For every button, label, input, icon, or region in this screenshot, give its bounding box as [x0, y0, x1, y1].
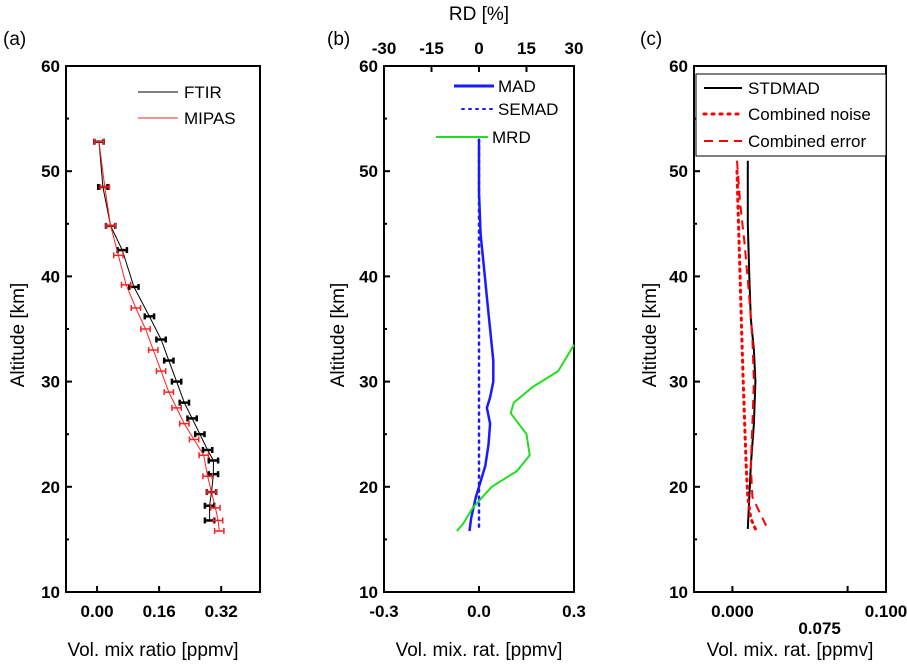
panel-b-series-mrd-line: [456, 344, 575, 532]
panel-b-legend-label: MRD: [492, 128, 531, 147]
panel-b-series-mad-line: [468, 139, 495, 532]
panel-b-ytick-label: 60: [359, 57, 378, 76]
panel-c-series-stdmad-line: [746, 160, 757, 529]
panel-a-xtick-label: 0.32: [205, 602, 238, 621]
panel-a-ytick-label: 20: [41, 478, 60, 497]
panel-b-tag: (b): [327, 29, 350, 50]
panel-c-xtick-label: 0.075: [798, 619, 841, 638]
panel-c-legend-label: Combined error: [748, 132, 866, 151]
panel-b-x-axis-title: Vol. mix. rat. [ppmv]: [396, 640, 563, 661]
panel-b-ytick-label: 40: [359, 267, 378, 286]
panel-c-x-axis-title: Vol. mix. rat. [ppmv]: [707, 640, 874, 661]
panel-c-series-combined-noise-line: [735, 169, 757, 531]
panel-a-xtick-label: 0.00: [80, 602, 113, 621]
panel-a-ytick-label: 10: [41, 583, 60, 602]
panel-c-legend-label: Combined noise: [748, 105, 871, 124]
panel-b-xtick-label: 0.0: [467, 602, 491, 621]
panel-c-y-axis-title: Altitude [km]: [640, 283, 661, 388]
panel-c-ytick-label: 40: [669, 267, 688, 286]
panel-c-ytick-label: 10: [669, 583, 688, 602]
panel-a-series-ftir-line: [98, 141, 214, 521]
panel-b-xtick-label: -0.3: [369, 602, 398, 621]
panel-b-top-xtick-label: -15: [419, 39, 444, 58]
panel-c-xtick-label: 0.100: [865, 602, 907, 621]
panel-a-legend-label: MIPAS: [184, 109, 236, 128]
panel-b-ytick-label: 10: [359, 583, 378, 602]
panel-a-frame: [65, 65, 261, 593]
panel-b-legend-label: SEMAD: [498, 100, 558, 119]
panel-b-ytick-label: 50: [359, 162, 378, 181]
panel-a-xtick-label: 0.16: [143, 602, 176, 621]
panel-a-legend-label: FTIR: [184, 83, 222, 102]
panel-b-top-axis-title: RD [%]: [449, 4, 509, 25]
panel-b-legend-label: MAD: [498, 77, 536, 96]
panel-a-ytick-label: 50: [41, 162, 60, 181]
panel-a-ytick-label: 40: [41, 267, 60, 286]
panel-c-ytick-label: 20: [669, 478, 688, 497]
panel-a-ytick-label: 60: [41, 57, 60, 76]
panel-b-y-axis-title: Altitude [km]: [328, 283, 349, 388]
panel-b-top-xtick-label: 15: [517, 39, 536, 58]
panel-c-ytick-label: 60: [669, 57, 688, 76]
panel-b-ytick-label: 30: [359, 373, 378, 392]
panel-c-xtick-label: 0.000: [711, 602, 754, 621]
panel-b-top-xtick-label: 30: [565, 39, 584, 58]
panel-c-legend-label: STDMAD: [748, 79, 820, 98]
panel-a-x-axis-title: Vol. mix ratio [ppmv]: [67, 640, 238, 661]
panel-a-y-axis-title: Altitude [km]: [8, 283, 29, 388]
panel-c-tag: (c): [640, 29, 662, 50]
panel-b-xtick-label: 0.3: [562, 602, 586, 621]
panel-c-ytick-label: 30: [669, 373, 688, 392]
panel-c-ytick-label: 50: [669, 162, 688, 181]
panel-a-tag: (a): [3, 29, 26, 50]
panel-b-top-xtick-label: 0: [474, 39, 483, 58]
panel-b-top-xtick-label: -30: [372, 39, 397, 58]
panel-a-ytick-label: 30: [41, 373, 60, 392]
panel-b-ytick-label: 20: [359, 478, 378, 497]
